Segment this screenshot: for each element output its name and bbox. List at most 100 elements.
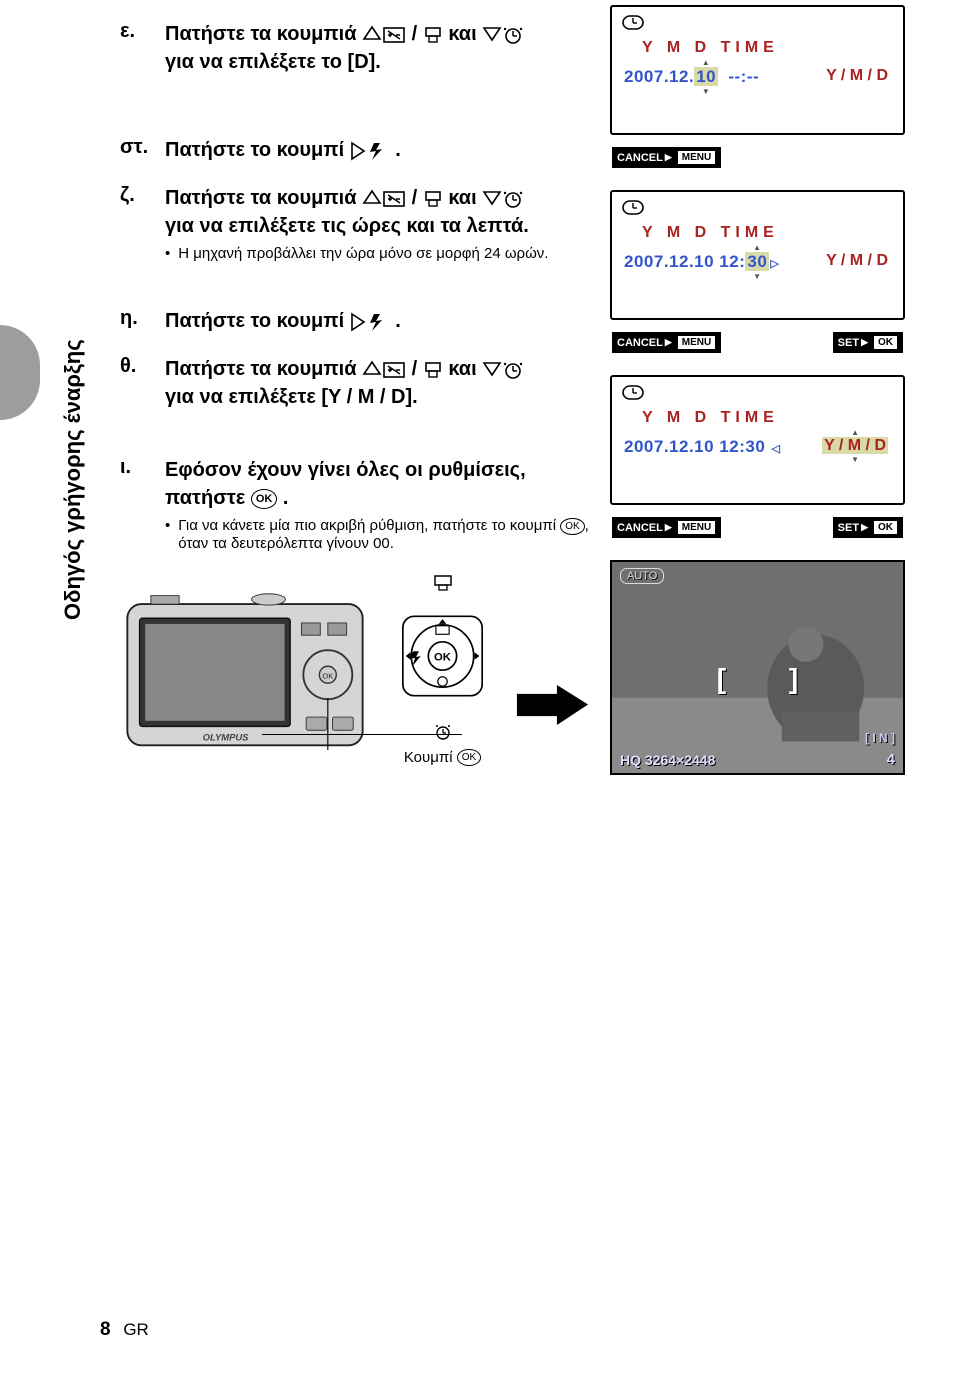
text-frag: SET xyxy=(838,522,859,534)
photo-mode-badge: AUTO xyxy=(620,568,664,584)
page-num-value: 8 xyxy=(100,1319,111,1340)
set-tag: SET▶OK xyxy=(833,517,903,538)
set-tag: SET▶ OK xyxy=(833,332,903,353)
step-text: Πατήστε τα κουμπιά / και για να επιλέξετ… xyxy=(165,355,524,411)
content-column: ε. Πατήστε τα κουμπιά / και για να επιλέ… xyxy=(120,20,600,766)
ok-button-icon: OK xyxy=(457,749,481,766)
text-frag: CANCEL xyxy=(617,337,663,349)
lcd-date-format: ▲Y / M / D▼ xyxy=(822,437,888,455)
svg-text:OK: OK xyxy=(322,671,333,680)
text-frag: Πατήστε το κουμπί xyxy=(165,139,350,161)
svg-text:OLYMPUS: OLYMPUS xyxy=(203,731,250,742)
lcd-screen-2: Y M D TIME 2007.12.10 12:▲30▼▷ Y / M / D… xyxy=(610,190,905,320)
ok-button-icon: OK xyxy=(251,489,278,509)
photo-in-badge: [ I N ] xyxy=(865,731,895,745)
text-frag: για να επιλέξετε τις ώρες και τα λεπτά. xyxy=(165,215,529,237)
up-exposure-icon xyxy=(362,25,406,45)
photo-shots-remaining: 4 xyxy=(887,751,895,768)
format-value: Y / M / D xyxy=(822,437,888,454)
step-note: • Για να κάνετε μία πιο ακριβή ρύθμιση, … xyxy=(165,517,600,552)
note-text: Η μηχανή προβάλλει την ώρα μόνο σε μορφή… xyxy=(178,245,548,262)
arrow-icon: ▶ xyxy=(861,337,868,348)
cancel-tag: CANCEL▶MENU xyxy=(612,147,721,168)
lcd-date: 2007.12.10 12:▲30▼▷ xyxy=(624,252,780,272)
text-frag: SET xyxy=(838,337,859,349)
step-text: Πατήστε το κουμπί . xyxy=(165,136,401,164)
lcd-ymd-labels: Y M D TIME xyxy=(642,409,779,427)
lcd-ymd-labels: Y M D TIME xyxy=(642,224,779,242)
lcd-bottom-bar: CANCEL ▶ MENU SET▶ OK xyxy=(612,332,903,353)
side-arrow-icon: ◁ xyxy=(772,443,781,455)
down-timer-icon xyxy=(482,189,524,209)
text-frag: και xyxy=(448,23,482,45)
svg-text:OK: OK xyxy=(434,651,452,663)
text-frag: Πατήστε το κουμπί xyxy=(165,310,350,332)
spinner-up-icon: ▲ xyxy=(702,58,710,67)
time-dashes: --:-- xyxy=(728,67,759,86)
page-number: 8 GR xyxy=(100,1319,149,1341)
connector-line xyxy=(262,734,462,735)
bullet-icon: • xyxy=(165,245,170,262)
side-tab xyxy=(0,325,40,420)
step-text: Εφόσον έχουν γίνει όλες οι ρυθμίσεις, πα… xyxy=(165,456,600,512)
text-frag: 2007.12. xyxy=(624,67,694,86)
lcd-date-format: Y / M / D xyxy=(826,252,888,270)
step-iota: ι. Εφόσον έχουν γίνει όλες οι ρυθμίσεις,… xyxy=(120,456,600,552)
step-zeta: ζ. Πατήστε τα κουμπιά / και για να επιλέ… xyxy=(120,184,600,262)
text-frag: CANCEL xyxy=(617,152,663,164)
ok-badge: OK xyxy=(873,335,898,350)
camera-illustration: OK OLYMPUS xyxy=(120,590,370,750)
menu-badge: MENU xyxy=(677,520,716,535)
clock-icon xyxy=(622,198,644,216)
text-frag: και xyxy=(448,358,482,380)
right-flash-icon xyxy=(350,141,390,161)
spinner-up-icon: ▲ xyxy=(753,243,761,252)
text-frag: και xyxy=(448,187,482,209)
step-text: Πατήστε το κουμπί . xyxy=(165,307,401,335)
print-icon xyxy=(423,25,443,45)
lcd-date: 2007.12.▲10▼ --:-- xyxy=(624,67,759,87)
down-timer-icon xyxy=(482,25,524,45)
spinner-up-icon: ▲ xyxy=(851,428,859,437)
screens-column: Y M D TIME 2007.12.▲10▼ --:-- Y / M / D … xyxy=(610,5,920,775)
up-exposure-icon xyxy=(362,360,406,380)
photo-preview: AUTO [ ] [ I N ] HQ 3264×2448 4 xyxy=(610,560,905,775)
lcd-date-format: Y / M / D xyxy=(826,67,888,85)
step-text: Πατήστε τα κουμπιά / και για να επιλέξετ… xyxy=(165,184,548,240)
focus-bracket-right-icon: ] xyxy=(789,663,798,695)
print-icon xyxy=(423,360,443,380)
dpad-column: OK Κουμπί OK xyxy=(400,574,485,767)
clock-icon xyxy=(622,13,644,31)
step-theta: θ. Πατήστε τα κουμπιά / και για να επιλέ… xyxy=(120,355,600,411)
text-frag: Πατήστε τα κουμπιά xyxy=(165,358,362,380)
lcd-ymd-labels: Y M D TIME xyxy=(642,39,779,57)
text-frag: Πατήστε τα κουμπιά xyxy=(165,187,362,209)
right-flash-icon xyxy=(350,312,390,332)
menu-badge: MENU xyxy=(677,335,716,350)
spinner-down-icon: ▼ xyxy=(753,272,761,281)
print-small-icon xyxy=(433,574,453,592)
timer-small-icon xyxy=(433,723,453,741)
step-letter: η. xyxy=(120,307,165,335)
text-frag: για να επιλέξετε το [D]. xyxy=(165,51,381,73)
step-letter: ι. xyxy=(120,456,165,552)
big-arrow-icon xyxy=(515,685,590,725)
ok-button-icon: OK xyxy=(560,518,584,535)
step-letter: ζ. xyxy=(120,184,165,262)
page-code: GR xyxy=(123,1320,149,1339)
step-letter: στ. xyxy=(120,136,165,164)
text-frag: CANCEL xyxy=(617,522,663,534)
step-epsilon: ε. Πατήστε τα κουμπιά / και για να επιλέ… xyxy=(120,20,600,76)
clock-icon xyxy=(622,383,644,401)
arrow-icon: ▶ xyxy=(665,152,672,163)
text-frag: Για να κάνετε μία πιο ακριβή ρύθμιση, πα… xyxy=(178,517,560,534)
text-frag: για να επιλέξετε [Y / M / D]. xyxy=(165,386,418,408)
arrow-icon: ▶ xyxy=(665,522,672,533)
lcd-screen-3: Y M D TIME 2007.12.10 12:30 ◁ ▲Y / M / D… xyxy=(610,375,905,505)
button-label: Κουμπί OK xyxy=(400,749,485,767)
lcd-date: 2007.12.10 12:30 ◁ xyxy=(624,437,782,457)
dpad-illustration: OK xyxy=(400,596,485,716)
step-letter: θ. xyxy=(120,355,165,411)
spinner-down-icon: ▼ xyxy=(851,455,859,464)
lcd-screen-1: Y M D TIME 2007.12.▲10▼ --:-- Y / M / D … xyxy=(610,5,905,135)
